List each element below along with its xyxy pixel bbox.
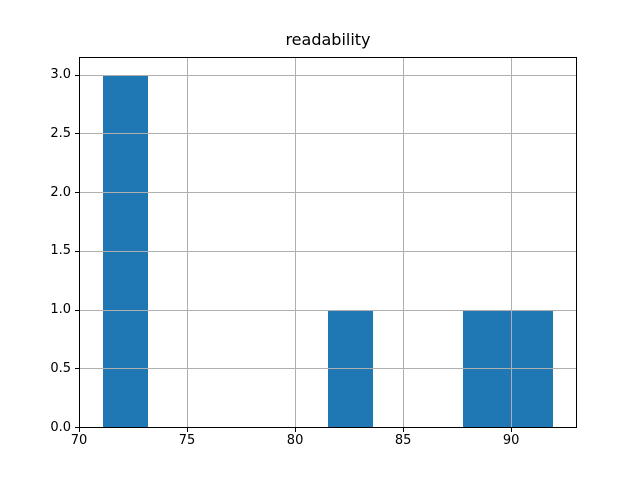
gridline-y xyxy=(80,309,576,311)
y-tick-label: 3.0 xyxy=(50,67,71,83)
gridline-y xyxy=(80,250,576,252)
x-tick-label: 75 xyxy=(178,433,196,448)
grid-layer xyxy=(79,57,577,428)
x-tick-label: 85 xyxy=(394,433,412,448)
y-tick-mark xyxy=(75,310,79,311)
y-tick-label: 0.0 xyxy=(50,419,71,435)
chart-title: readability xyxy=(285,30,371,49)
y-tick-mark xyxy=(75,75,79,76)
x-tick-mark xyxy=(187,428,188,432)
x-tick-mark xyxy=(511,428,512,432)
x-tick-mark xyxy=(79,428,80,432)
x-tick-label: 70 xyxy=(70,433,88,448)
y-tick-label: 1.0 xyxy=(50,302,71,318)
gridline-y xyxy=(80,74,576,76)
y-tick-label: 2.5 xyxy=(50,125,71,141)
gridline-y xyxy=(80,368,576,370)
y-tick-label: 2.0 xyxy=(50,184,71,200)
y-tick-mark xyxy=(75,192,79,193)
plot-area xyxy=(79,57,577,428)
x-tick-mark xyxy=(295,428,296,432)
x-tick-label: 90 xyxy=(502,433,520,448)
y-tick-mark xyxy=(75,251,79,252)
x-tick-mark xyxy=(403,428,404,432)
x-tick-label: 80 xyxy=(286,433,304,448)
y-tick-mark xyxy=(75,133,79,134)
gridline-x xyxy=(403,58,405,427)
gridline-x xyxy=(295,58,297,427)
y-tick-label: 0.5 xyxy=(50,360,71,376)
gridline-x xyxy=(511,58,513,427)
y-tick-mark xyxy=(75,427,79,428)
gridline-y xyxy=(80,133,576,135)
y-tick-label: 1.5 xyxy=(50,243,71,259)
gridline-x xyxy=(187,58,189,427)
gridline-y xyxy=(80,192,576,194)
y-tick-mark xyxy=(75,368,79,369)
